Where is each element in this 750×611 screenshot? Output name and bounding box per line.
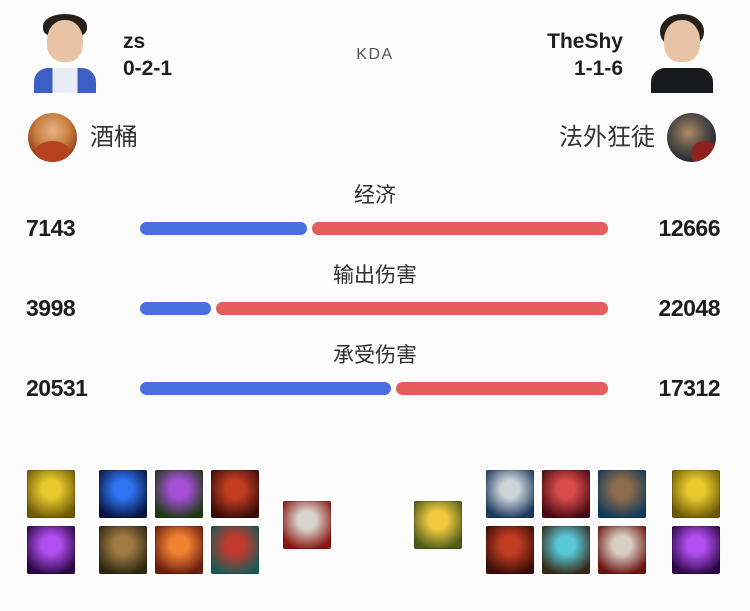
item-red-aegis-icon[interactable] — [211, 470, 259, 518]
right-player-kda: 1-1-6 — [573, 57, 623, 80]
right-summoner-spells — [672, 470, 720, 574]
item-scale-chest-icon[interactable] — [542, 526, 590, 574]
stat-bar-damage-dealt — [140, 302, 608, 315]
right-item-grid — [486, 470, 646, 574]
item-blue-tear-icon[interactable] — [99, 470, 147, 518]
left-player-name: zs — [123, 30, 146, 53]
item-brown-armor-icon[interactable] — [99, 526, 147, 574]
stat-right-value-gold: 12666 — [658, 215, 721, 241]
left-player-photo[interactable] — [33, 12, 97, 93]
left-item-grid — [99, 470, 259, 574]
teleport-summoner-icon[interactable] — [27, 526, 75, 574]
item-cleaver-blade-icon[interactable] — [598, 526, 646, 574]
left-trinket-slot — [283, 501, 331, 549]
stat-title-gold: 经济 — [354, 184, 396, 207]
left-champion-icon[interactable] — [28, 113, 77, 162]
stat-left-value-gold: 7143 — [26, 215, 76, 241]
flash-summoner-icon[interactable] — [672, 470, 720, 518]
stat-bar-damage-taken-right-segment — [396, 382, 608, 395]
stat-title-damage-taken: 承受伤害 — [333, 344, 417, 367]
stat-bar-gold — [140, 222, 608, 235]
item-swiftness-boot-icon[interactable] — [211, 526, 259, 574]
item-red-aegis-icon[interactable] — [486, 526, 534, 574]
right-trinket-slot — [414, 501, 462, 549]
right-player-photo-jersey — [651, 68, 713, 93]
item-plated-boot-icon[interactable] — [598, 470, 646, 518]
stat-bar-damage-dealt-right-segment — [216, 302, 608, 315]
stat-bar-damage-dealt-left-segment — [140, 302, 212, 315]
stealth-ward-trinket-icon[interactable] — [414, 501, 462, 549]
teleport-summoner-icon[interactable] — [672, 526, 720, 574]
oracle-lens-trinket-icon[interactable] — [283, 501, 331, 549]
item-red-sword-icon[interactable] — [542, 470, 590, 518]
stat-left-value-damage-taken: 20531 — [26, 375, 88, 401]
right-player-photo[interactable] — [650, 12, 714, 93]
left-player-name-block: zs 0-2-1 — [123, 28, 172, 82]
stat-right-value-damage-dealt: 22048 — [658, 295, 721, 321]
flash-summoner-icon[interactable] — [27, 470, 75, 518]
stat-title-damage-dealt: 输出伤害 — [333, 264, 417, 287]
right-champion-icon[interactable] — [667, 113, 716, 162]
right-player-photo-face — [664, 20, 700, 62]
right-player-name-block: TheShy 1-1-6 — [547, 28, 623, 82]
stat-bar-damage-taken — [140, 382, 608, 395]
stat-bar-gold-right-segment — [311, 222, 608, 235]
left-champion-name: 酒桶 — [90, 124, 138, 151]
stat-bar-damage-taken-left-segment — [140, 382, 392, 395]
left-player-photo-face — [47, 20, 83, 62]
left-summoner-spells — [27, 470, 75, 574]
item-steel-axe-icon[interactable] — [486, 470, 534, 518]
right-player-name: TheShy — [547, 30, 623, 53]
item-orange-flask-icon[interactable] — [155, 526, 203, 574]
stat-bar-gold-left-segment — [140, 222, 307, 235]
right-champion-name: 法外狂徒 — [559, 124, 655, 151]
stat-left-value-damage-dealt: 3998 — [26, 295, 76, 321]
kda-header-label: KDA — [356, 46, 394, 63]
stat-right-value-damage-taken: 17312 — [658, 375, 721, 401]
item-abyssal-mask-icon[interactable] — [155, 470, 203, 518]
left-player-photo-jersey — [34, 68, 96, 93]
left-player-kda: 0-2-1 — [123, 57, 173, 80]
